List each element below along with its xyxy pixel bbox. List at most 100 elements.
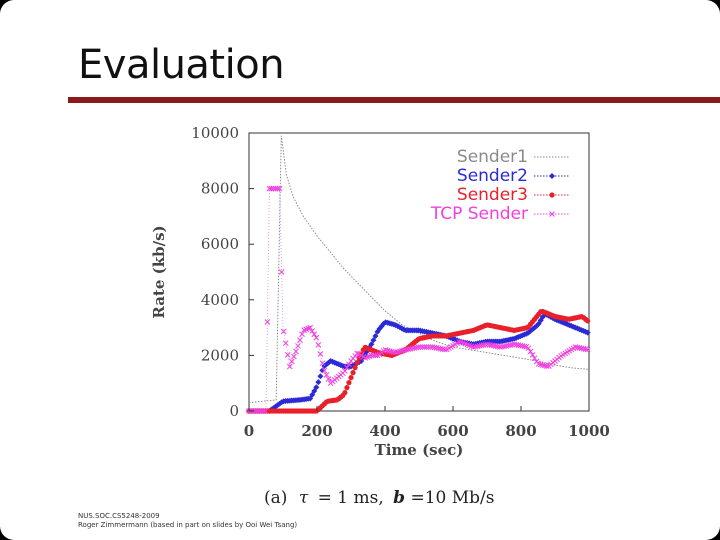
data-point	[585, 318, 591, 324]
y-tick-label: 2000	[201, 346, 239, 364]
data-point	[421, 344, 428, 350]
x-tick-label: 0	[244, 422, 254, 440]
data-point	[393, 349, 399, 356]
data-point	[286, 363, 293, 370]
data-point	[395, 349, 401, 355]
data-point	[260, 408, 267, 414]
data-point	[344, 364, 350, 371]
legend-marker	[549, 173, 555, 179]
caption-b: b	[393, 488, 405, 508]
data-point	[297, 337, 303, 343]
data-point	[382, 347, 389, 353]
data-point	[370, 337, 377, 344]
data-point	[325, 376, 332, 382]
data-point	[397, 348, 403, 355]
data-point	[307, 324, 314, 331]
y-tick-label: 0	[229, 402, 239, 420]
data-point	[584, 346, 591, 353]
data-point	[323, 372, 330, 378]
data-point	[350, 370, 356, 376]
x-axis-label: Time (sec)	[375, 441, 464, 459]
plot-series	[246, 135, 591, 414]
data-point	[299, 331, 305, 338]
series-tcp-sender	[246, 185, 591, 414]
data-point	[543, 363, 550, 370]
data-point	[262, 408, 269, 414]
data-point	[309, 328, 316, 334]
data-point	[311, 331, 318, 338]
data-point	[584, 329, 591, 336]
data-point	[346, 380, 352, 386]
x-tick-label: 800	[505, 422, 536, 440]
data-point	[315, 379, 322, 386]
data-point	[354, 360, 360, 366]
data-point	[354, 350, 360, 357]
data-point	[417, 344, 424, 350]
data-point	[284, 351, 291, 358]
caption-mid: = 1 ms,	[318, 488, 384, 508]
data-point	[295, 343, 301, 349]
x-tick-label: 1000	[568, 422, 610, 440]
data-point	[313, 334, 320, 341]
data-point	[280, 328, 287, 335]
data-point	[372, 332, 379, 339]
data-point	[346, 361, 352, 368]
data-point	[278, 269, 285, 275]
y-tick-label: 8000	[201, 180, 239, 198]
data-point	[527, 348, 534, 355]
title-rule	[68, 97, 720, 103]
data-point	[537, 361, 544, 368]
x-tick-label: 400	[369, 422, 400, 440]
data-point	[368, 352, 375, 359]
data-point	[254, 408, 261, 414]
data-point	[529, 351, 536, 358]
legend-label: Sender2	[457, 166, 528, 186]
y-tick-label: 4000	[201, 291, 239, 309]
y-axis-label: Rate (kb/s)	[150, 225, 168, 318]
data-point	[282, 340, 289, 347]
data-point	[274, 185, 281, 192]
data-point	[256, 408, 263, 414]
data-point	[268, 185, 275, 192]
data-point	[342, 368, 348, 374]
x-tick-label: 200	[301, 422, 332, 440]
caption-tau: τ	[299, 488, 309, 508]
caption-end: =10 Mb/s	[410, 488, 494, 508]
legend-marker	[549, 211, 555, 217]
legend-label: Sender3	[457, 185, 528, 205]
x-tick-label: 600	[437, 422, 468, 440]
data-point	[386, 348, 393, 354]
data-point	[525, 345, 532, 352]
data-point	[370, 352, 377, 359]
data-point	[293, 348, 299, 355]
data-point	[535, 361, 542, 367]
slide-title: Evaluation	[78, 42, 285, 88]
data-point	[321, 367, 328, 374]
data-point	[372, 352, 379, 359]
data-point	[441, 346, 448, 353]
data-point	[419, 344, 426, 350]
caption-prefix: (a)	[264, 488, 287, 508]
data-point	[356, 355, 362, 361]
data-point	[342, 390, 348, 396]
data-point	[288, 358, 295, 365]
data-point	[270, 185, 277, 192]
data-point	[272, 185, 279, 192]
data-point	[423, 344, 430, 350]
footer-author: Roger Zimmermann (based in part on slide…	[78, 521, 298, 529]
data-point	[266, 185, 273, 192]
y-tick-label: 10000	[191, 124, 239, 142]
legend-marker	[549, 192, 555, 198]
data-point	[264, 319, 271, 325]
data-point	[317, 373, 324, 380]
data-point	[319, 360, 326, 367]
data-point	[348, 375, 354, 381]
data-point	[531, 355, 538, 362]
footer-course: NUS.SOC.CS5248-2009	[78, 512, 160, 520]
data-point	[425, 344, 432, 350]
y-tick-label: 6000	[201, 235, 239, 253]
